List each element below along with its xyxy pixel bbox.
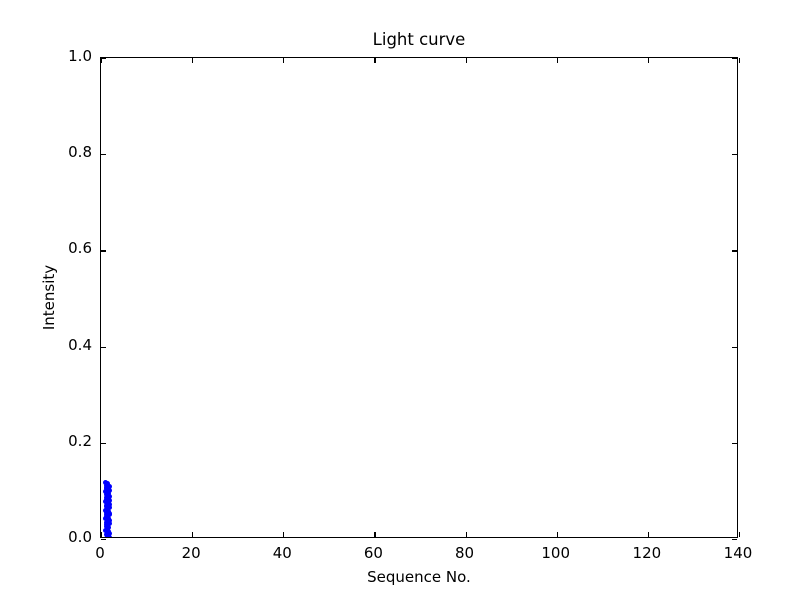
y-tick-mark [101,154,106,156]
x-tick-mark [647,532,650,537]
chart-title: Light curve [372,30,466,49]
x-tick-label: 120 [632,544,662,562]
x-tick-label: 80 [455,544,475,562]
data-point [104,535,110,537]
x-tick-mark-top [192,58,194,63]
plot-area [101,58,737,537]
y-tick-mark [101,250,106,252]
x-tick-mark-top [374,58,376,63]
plot-axes [100,57,741,541]
y-tick-mark-right [732,346,737,348]
x-tick-mark-top [283,58,285,63]
y-tick-mark [101,539,106,541]
y-tick-mark-right [732,442,737,444]
y-tick-mark-right [732,539,737,541]
y-tick-mark [101,58,106,60]
data-point [106,534,112,537]
y-axis-label: Intensity [40,264,58,331]
x-tick-mark-top [739,58,741,63]
x-tick-label: 20 [181,544,201,562]
x-tick-mark [101,532,103,537]
y-tick-mark [101,346,106,348]
x-tick-mark-top [465,58,467,63]
x-tick-label: 140 [723,544,753,562]
y-tick-mark-right [732,250,737,252]
x-tick-label: 0 [95,544,105,562]
x-tick-mark [556,532,558,537]
x-axis-label: Sequence No. [367,568,471,586]
y-tick-mark-right [732,154,737,156]
x-tick-mark [739,532,741,537]
x-tick-mark-top [101,58,103,63]
data-point [107,530,113,536]
x-tick-mark-top [647,58,650,63]
x-tick-mark [192,532,194,537]
y-tick-mark [101,442,106,444]
x-tick-label: 40 [272,544,292,562]
x-tick-label: 100 [541,544,571,562]
x-tick-label: 60 [363,544,383,562]
data-point [103,527,109,533]
x-tick-mark-top [556,58,558,63]
x-tick-mark [374,532,376,537]
x-tick-mark [283,532,285,537]
x-tick-mark [465,532,467,537]
y-tick-mark-right [732,58,737,60]
